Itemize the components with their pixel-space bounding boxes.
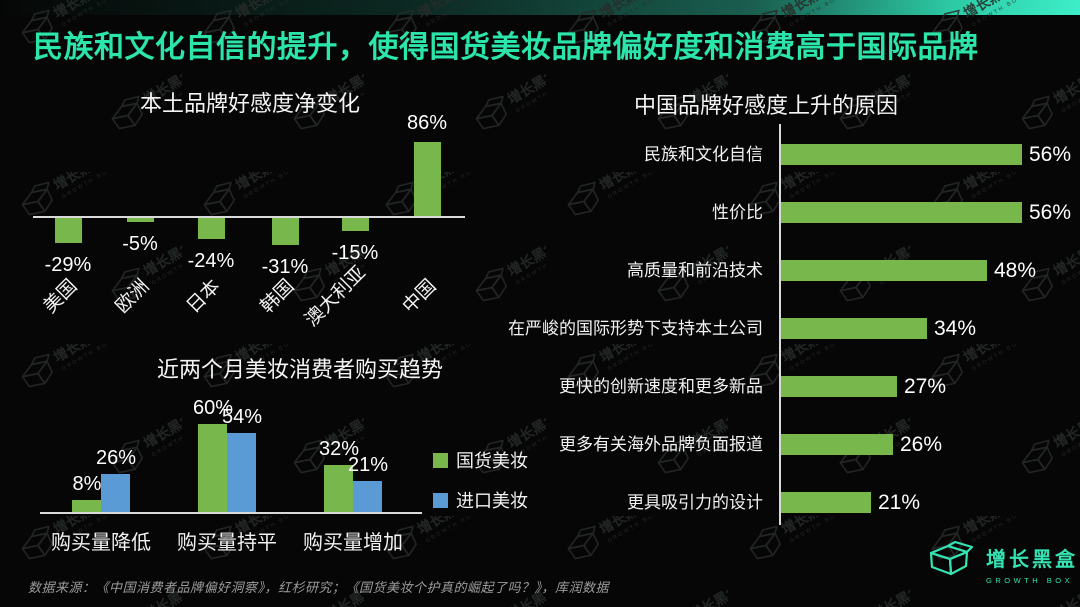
source-note: 数据来源：《中国消费者品牌偏好洞察》，红杉研究；《国货美妆个护真的崛起了吗？》，…: [28, 580, 610, 595]
trend-bar-2-1: [353, 481, 382, 512]
reasons-plot: 56% 民族和文化自信 56% 性价比 48% 高质量和前沿技术 34% 在严峻的国际形势下支…: [500, 82, 1080, 542]
reason-value-6: 21%: [878, 491, 921, 514]
trend-bar-0-1: [101, 474, 130, 512]
net-change-plot: -29% 美国 -5% 欧洲 -24% 日本 -31% 韩国 -15% 澳大利亚 86% 中国: [30, 82, 500, 337]
reason-bar-0: [781, 144, 1022, 165]
net-change-zero-axis: [33, 216, 465, 218]
trend-category-0: 购买量降低: [51, 532, 151, 554]
logo-name-cn: 增长黑盒: [986, 549, 1078, 571]
reason-value-5: 26%: [900, 433, 943, 456]
reasons-chart: 中国品牌好感度上升的原因 56% 民族和文化自信 56% 性价比 48% 高质量和前沿技术…: [500, 82, 1080, 542]
net-change-bar-1: [127, 218, 154, 222]
reason-value-3: 34%: [934, 317, 977, 340]
legend-swatch-imported-icon: [433, 492, 448, 508]
trend-value-1-1: 54%: [221, 406, 263, 428]
reason-category-3: 在严峻的国际形势下支持本土公司: [508, 319, 763, 338]
page-title: 民族和文化自信的提升，使得国货美妆品牌偏好度和消费高于国际品牌: [33, 31, 979, 64]
reason-category-1: 性价比: [712, 203, 763, 222]
growth-box-logo-icon: [929, 541, 974, 576]
net-change-bar-3: [272, 218, 299, 245]
trend-category-1: 购买量持平: [177, 532, 277, 554]
legend-swatch-domestic-icon: [433, 452, 448, 468]
growth-box-logo-text: 增长黑盒 GROWTH BOX: [986, 541, 1078, 585]
reason-bar-3: [781, 318, 927, 339]
net-change-bar-5: [414, 142, 441, 216]
reason-category-4: 更快的创新速度和更多新品: [559, 377, 763, 396]
net-change-bar-0: [55, 218, 82, 243]
reason-bar-5: [781, 434, 893, 455]
purchase-trend-baseline: [40, 512, 422, 514]
reason-value-1: 56%: [1029, 201, 1072, 224]
logo-name-en: GROWTH BOX: [986, 576, 1074, 585]
reason-bar-4: [781, 376, 897, 397]
trend-bar-1-0: [198, 424, 227, 512]
net-change-chart: 本土品牌好感度净变化 -29% 美国 -5% 欧洲 -24% 日本 -31% 韩国 -15% 澳大…: [30, 82, 500, 337]
trend-value-0-1: 26%: [95, 447, 137, 469]
reason-value-0: 56%: [1029, 143, 1072, 166]
net-change-value-5: 86%: [406, 112, 448, 134]
reason-category-5: 更多有关海外品牌负面报道: [559, 435, 763, 454]
reason-bar-6: [781, 492, 871, 513]
purchase-trend-chart: 近两个月美妆消费者购买趋势 8% 26% 购买量降低 60% 54% 购买量持平 32% 21…: [30, 343, 570, 578]
reason-category-6: 更具吸引力的设计: [627, 493, 763, 512]
reason-category-2: 高质量和前沿技术: [627, 261, 763, 280]
reason-bar-2: [781, 260, 987, 281]
growth-box-logo: 增长黑盒 GROWTH BOX: [926, 541, 1078, 585]
net-change-bar-4: [342, 218, 369, 231]
net-change-bar-2: [198, 218, 225, 239]
reason-bar-1: [781, 202, 1022, 223]
trend-bar-0-0: [72, 500, 101, 512]
reason-value-4: 27%: [904, 375, 947, 398]
trend-value-2-1: 21%: [347, 454, 389, 476]
trend-category-2: 购买量增加: [303, 532, 403, 554]
reason-category-0: 民族和文化自信: [644, 145, 763, 164]
trend-bar-1-1: [227, 433, 256, 512]
reason-value-2: 48%: [994, 259, 1037, 282]
